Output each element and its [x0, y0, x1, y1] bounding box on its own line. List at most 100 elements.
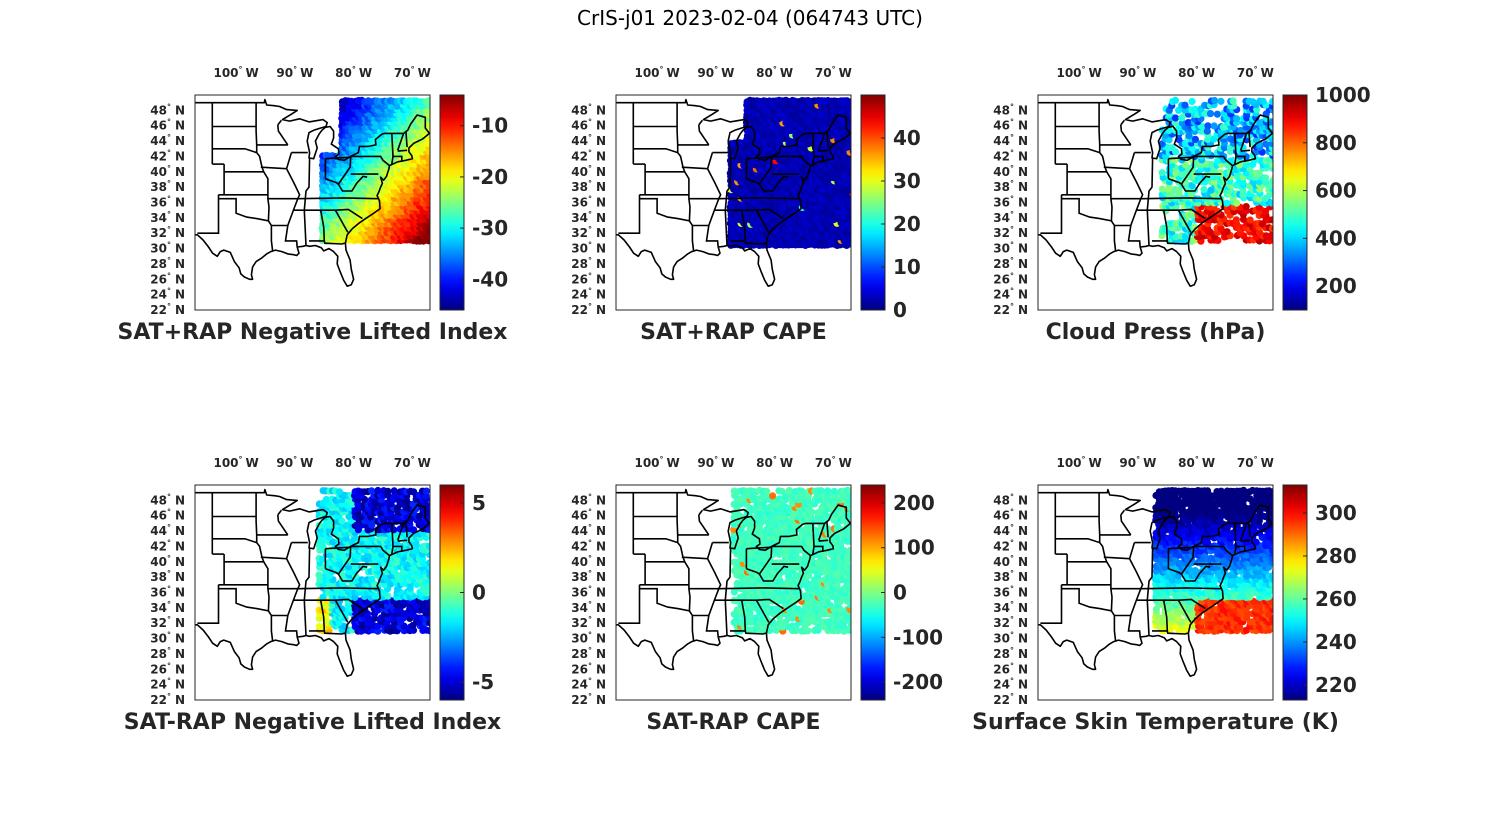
lat-tick-label: 34° N: [150, 210, 185, 225]
swath-point: [432, 531, 439, 538]
colorbar-tick-label: 200: [1315, 274, 1357, 298]
swath-point: [1229, 97, 1237, 105]
state-border: [1152, 240, 1189, 245]
swath-point: [1181, 101, 1189, 109]
map-frame: [194, 94, 431, 311]
lon-tick-label: 80° W: [335, 455, 372, 470]
swath-point: [1268, 199, 1273, 207]
state-border: [303, 600, 307, 636]
colorbar-tick-label: 1000: [1315, 83, 1371, 107]
swath-point: [853, 187, 860, 194]
state-border: [730, 240, 767, 245]
state-border: [1240, 149, 1251, 152]
swath-point: [1204, 122, 1212, 130]
swath-point: [850, 188, 851, 192]
state-border: [325, 546, 352, 576]
state-border: [285, 542, 293, 559]
state-border: [285, 152, 293, 169]
state-border: [698, 124, 710, 146]
state-border: [1120, 119, 1126, 126]
swath-point: [1272, 116, 1273, 120]
swath-point: [1158, 185, 1166, 193]
state-border: [633, 147, 678, 154]
swath-point: [1275, 207, 1282, 214]
lat-tick-label: 24° N: [150, 287, 185, 302]
state-border: [319, 600, 326, 631]
state-border: [618, 194, 641, 234]
swath-point: [853, 157, 860, 164]
state-border: [740, 210, 747, 241]
swath-point: [432, 144, 439, 151]
state-border: [218, 587, 273, 616]
swath-point: [854, 568, 861, 575]
swath-point: [432, 152, 439, 159]
swath-point: [432, 615, 439, 622]
swath-point: [432, 547, 439, 554]
swath-point: [432, 115, 439, 122]
swath-point: [854, 576, 861, 583]
swath-point: [432, 128, 439, 135]
swath-point: [432, 505, 439, 512]
panel-caption: SAT+RAP CAPE: [640, 320, 827, 345]
map-frame: [615, 94, 852, 311]
swath-point: [854, 111, 861, 118]
state-border: [826, 131, 829, 148]
swath-point: [804, 627, 812, 635]
swath-point: [432, 237, 439, 244]
swath-point: [854, 115, 861, 122]
lat-tick-label: 22° N: [150, 692, 185, 707]
swath-point: [1255, 195, 1263, 203]
lon-tick-label: 100° W: [1056, 65, 1101, 80]
lat-tick-label: 48° N: [150, 102, 185, 117]
colorbar-tick-label: 0: [472, 581, 486, 605]
swath-point: [1237, 126, 1245, 135]
swath-point: [769, 618, 777, 626]
swath-point: [1276, 212, 1283, 219]
swath-point: [432, 174, 439, 181]
state-border: [1055, 147, 1100, 154]
swath-point: [1206, 110, 1215, 118]
swath-point: [1272, 222, 1273, 227]
swath-point: [1259, 97, 1267, 105]
state-border: [337, 565, 368, 582]
swath-point: [425, 542, 430, 550]
swath-point: [433, 122, 440, 129]
coastline: [616, 98, 851, 287]
swath-point: [433, 521, 440, 528]
swath-point: [850, 179, 851, 184]
lon-tick-label: 70° W: [394, 65, 431, 80]
lon-tick-label: 90° W: [697, 65, 734, 80]
swath-point: [1272, 141, 1273, 145]
state-border: [334, 599, 349, 623]
state-border: [718, 197, 799, 200]
panel-cloud-press: 100° W 90° W 80° W 70° W 48° N 46° N 44° N 42° N 40° N 38°…: [948, 55, 1371, 355]
state-border: [396, 523, 405, 541]
swath-point: [854, 212, 861, 219]
swath-point: [1276, 191, 1283, 198]
swath-point: [795, 555, 803, 563]
swath-point: [1255, 169, 1263, 177]
swath-point: [1191, 135, 1199, 143]
state-border: [1103, 166, 1130, 170]
lat-tick-label: 26° N: [150, 661, 185, 676]
swath-point: [433, 119, 440, 126]
lon-tick-label: 80° W: [335, 65, 372, 80]
lat-tick-label: 46° N: [150, 508, 185, 523]
state-border: [337, 175, 368, 192]
lat-tick-label: 40° N: [993, 164, 1028, 179]
swath-point: [410, 488, 418, 496]
swath-point: [425, 509, 430, 517]
map-plot: 100° W 90° W 80° W 70° W48° N46° N44° N42° N40° N38°…: [571, 65, 921, 322]
lat-tick-label: 26° N: [993, 271, 1028, 286]
swath-point: [853, 229, 860, 236]
lat-tick-label: 44° N: [150, 523, 185, 538]
state-border: [396, 133, 405, 151]
swath-point: [853, 614, 860, 621]
state-border: [260, 166, 287, 170]
swath-point: [1276, 182, 1283, 189]
map-plot: 100° W 90° W 80° W 70° W48° N46° N44° N42° N40° N38°…: [150, 455, 494, 707]
swath-point: [853, 183, 860, 190]
swath-point: [854, 177, 861, 184]
swath-point: [432, 161, 439, 168]
lat-tick-label: 30° N: [150, 241, 185, 256]
